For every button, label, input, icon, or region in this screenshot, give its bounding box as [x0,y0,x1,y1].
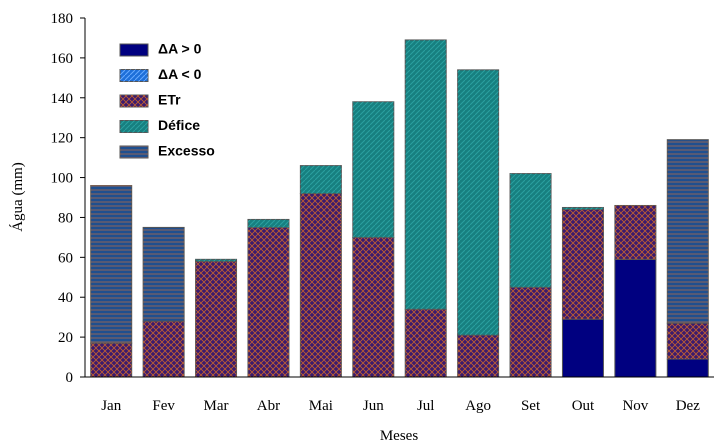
x-axis-label: Meses [380,428,418,444]
bar-segment [299,165,342,195]
y-tick-label: 120 [51,131,74,147]
legend-label: ETr [158,92,181,108]
bar-segment [195,258,238,262]
legend-label: Défice [158,117,200,133]
legend-label: ΔA < 0 [158,66,202,82]
bar-segment [90,342,133,378]
bar-segment [457,334,500,378]
x-tick-label: Jul [417,398,435,414]
bar-segment [666,358,709,378]
y-tick-label: 140 [51,91,74,107]
y-tick-label: 80 [58,210,73,226]
x-tick-label: Set [521,398,541,414]
legend-swatch [119,43,149,57]
x-tick-label: Mar [204,398,229,414]
bar-segment [509,173,552,288]
bar-segment [457,69,500,336]
x-tick-label: Ago [465,398,491,414]
legend-swatch [119,69,149,82]
x-tick-label: Dez [676,398,700,414]
x-tick-label: Mai [309,398,333,414]
legend-label: Excesso [158,143,215,159]
bar-segment [561,318,604,378]
legend-swatch [119,120,149,133]
legend-swatch [119,145,149,159]
legend-label: ΔA > 0 [158,41,202,57]
x-tick-label: Jun [363,398,384,414]
x-tick-label: Fev [152,398,175,414]
bar-segment [404,308,447,378]
bar-segment [142,320,185,378]
legend-swatch [119,94,149,108]
bar-segment [614,204,657,260]
bar-segment [666,322,709,360]
bar-segment [404,39,447,310]
bar-segment [352,236,395,378]
bar-segment [561,206,604,210]
x-tick-label: Nov [622,398,648,414]
bar-segment [142,226,185,322]
bar-segment [247,218,290,228]
y-tick-label: 20 [58,330,73,346]
y-tick-label: 40 [58,290,73,306]
y-tick-label: 100 [51,171,74,187]
y-tick-label: 60 [58,250,73,266]
x-tick-label: Out [572,398,595,414]
bar-segment [195,260,238,378]
bar-segment [509,286,552,378]
bar-segment [666,139,709,324]
y-tick-label: 0 [66,370,74,386]
bar-segment [352,101,395,238]
y-axis-label: Água (mm) [9,162,26,232]
x-tick-label: Jan [101,398,121,414]
bar-segment [299,193,342,378]
bar-segment [561,208,604,320]
y-tick-label: 180 [51,11,74,27]
x-tick-label: Abr [257,398,280,414]
y-tick-label: 160 [51,51,74,67]
bar-segment [90,185,133,344]
bar-segment [247,226,290,378]
bar-segment [614,258,657,378]
